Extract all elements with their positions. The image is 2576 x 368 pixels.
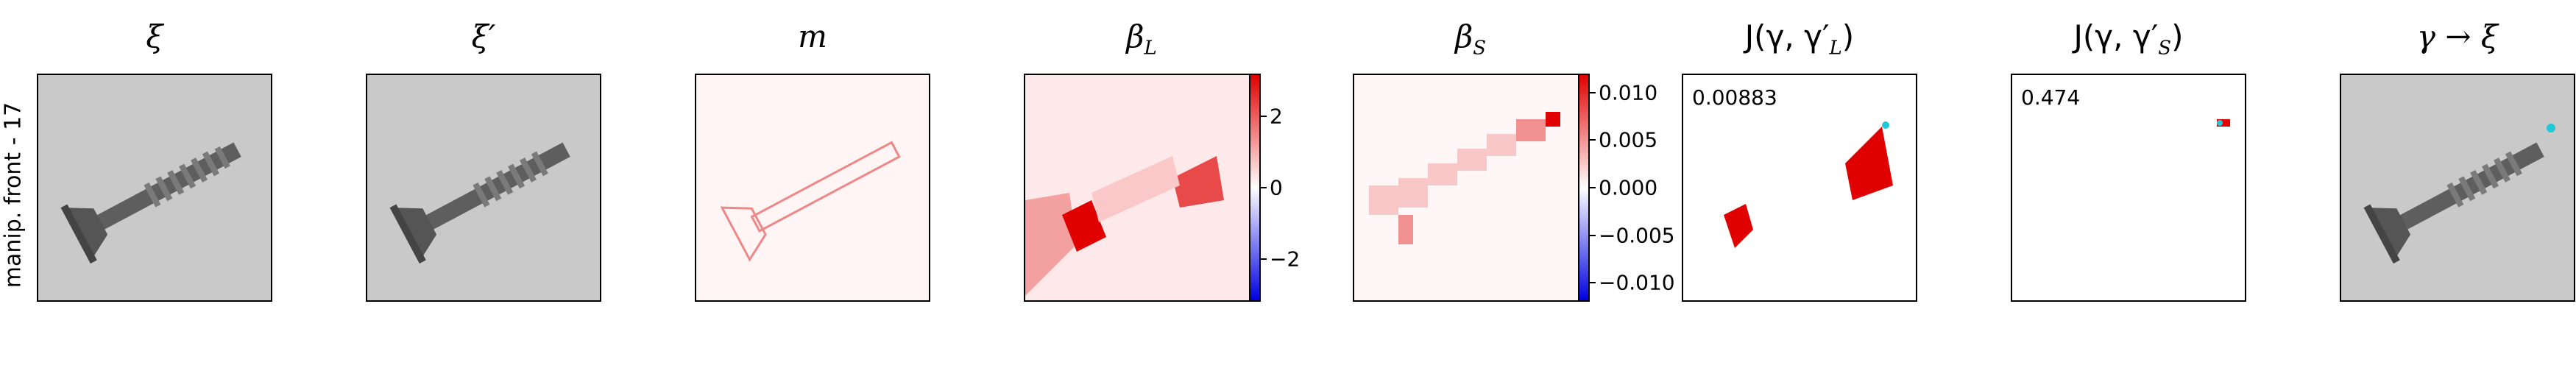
colorbar-beta-l <box>1249 74 1261 302</box>
colorbar-beta-l-tick <box>1261 187 1267 188</box>
j-s-mask <box>2217 119 2230 127</box>
title-xi: ξ <box>146 18 163 54</box>
title-beta-l: βL <box>1126 18 1157 60</box>
colorbar-beta-l-tick <box>1261 258 1267 260</box>
panel-beta-s-map <box>1353 74 1588 302</box>
panel-xi-image <box>37 74 272 302</box>
colorbar-beta-s-tick <box>1590 91 1596 93</box>
title-xi-prime: ξ′ <box>471 18 496 54</box>
title-gamma-xi: γ → ξ <box>2416 18 2499 54</box>
colorbar-beta-s-tick-label: 0.000 <box>1599 175 1658 200</box>
title-m: m <box>798 18 827 54</box>
title-j-l: J(γ, γ′L) <box>1744 18 1855 60</box>
panel-m-map <box>695 74 930 302</box>
colorbar-beta-s-tick <box>1590 187 1596 188</box>
colorbar-beta-s-tick-label: −0.005 <box>1599 223 1675 248</box>
colorbar-beta-l-tick-label: 2 <box>1270 104 1283 129</box>
colorbar-beta-s-tick <box>1590 139 1596 141</box>
panel-xi-prime-image <box>366 74 601 302</box>
colorbar-beta-l-tick-label: −2 <box>1270 247 1301 272</box>
panel-gamma-xi-image <box>2340 74 2575 302</box>
j-l-value: 0.00883 <box>1692 85 1777 110</box>
colorbar-beta-s <box>1578 74 1590 302</box>
title-j-s: J(γ, γ′S) <box>2073 18 2184 60</box>
screw-image-overlay <box>2341 75 2574 300</box>
colorbar-beta-l-tick <box>1261 116 1267 118</box>
title-beta-s: βS <box>1454 18 1487 60</box>
colorbar-beta-s-tick-label: −0.010 <box>1599 270 1675 295</box>
colorbar-beta-s-tick-label: 0.010 <box>1599 80 1658 105</box>
colorbar-beta-l-tick-label: 0 <box>1270 175 1283 200</box>
colorbar-beta-s-tick <box>1590 234 1596 236</box>
panel-j-s: 0.474 <box>2011 74 2246 302</box>
j-s-value: 0.474 <box>2021 85 2081 110</box>
colorbar-beta-s-tick-label: 0.005 <box>1599 127 1658 152</box>
panel-beta-l-map <box>1024 74 1259 302</box>
row-label: manip. front - 17 <box>0 102 26 289</box>
screw-image <box>38 75 271 300</box>
difference-map <box>696 75 929 300</box>
beta-s-map <box>1354 75 1587 300</box>
screw-image-prime <box>367 75 600 300</box>
panel-j-l: 0.00883 <box>1682 74 1917 302</box>
beta-l-map <box>1025 75 1258 300</box>
j-l-mask <box>1724 121 1893 248</box>
colorbar-beta-s-tick <box>1590 282 1596 284</box>
